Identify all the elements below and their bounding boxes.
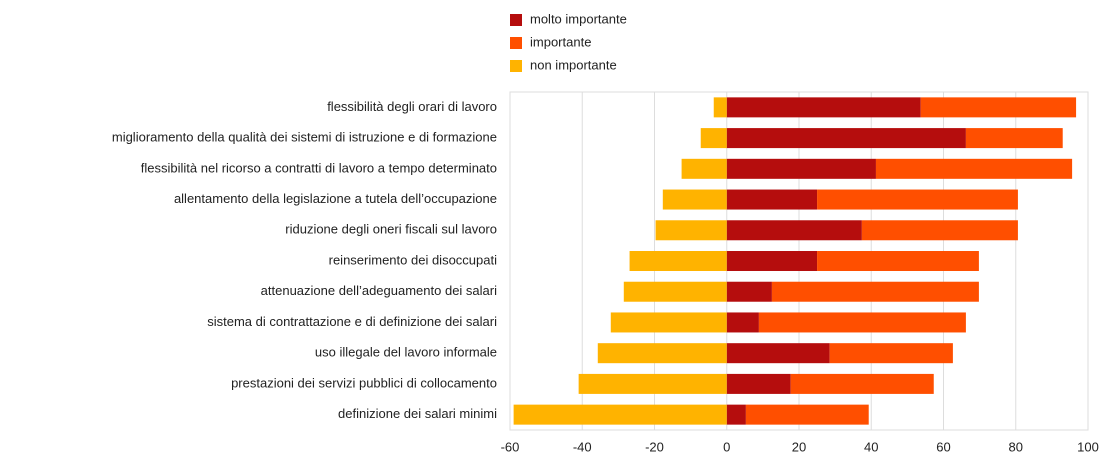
bar-segment: [623, 281, 727, 302]
x-tick-label: 0: [723, 439, 730, 454]
bar-segment: [662, 189, 727, 210]
y-tick-label: prestazioni dei servizi pubblici di coll…: [231, 375, 497, 390]
bar-segment: [861, 220, 1018, 241]
bar-segment: [513, 404, 727, 425]
bar-segment: [726, 404, 746, 425]
bar-segment: [758, 312, 966, 333]
y-tick-label: allentamento della legislazione a tutela…: [174, 191, 497, 206]
bar-segment: [817, 189, 1018, 210]
bar-segment: [726, 373, 791, 394]
bar-segment: [726, 97, 921, 118]
x-tick-label: -60: [501, 439, 520, 454]
legend-label: importante: [530, 34, 591, 49]
bar-segment: [681, 158, 727, 179]
legend-swatch: [510, 14, 522, 26]
y-tick-label: reinserimento dei disoccupati: [329, 252, 497, 267]
bar-segment: [597, 343, 727, 364]
bar-segment: [920, 97, 1077, 118]
y-tick-label: flessibilità nel ricorso a contratti di …: [141, 160, 497, 175]
bar-segment: [745, 404, 869, 425]
bar-segment: [726, 312, 759, 333]
bar-segment: [875, 158, 1073, 179]
y-tick-label: sistema di contrattazione e di definizio…: [207, 314, 497, 329]
bar-segment: [726, 220, 862, 241]
bar-segment: [629, 251, 727, 271]
bar-segment: [726, 189, 818, 210]
legend-swatch: [510, 60, 522, 72]
bar-segment: [726, 251, 818, 271]
bar-segment: [610, 312, 727, 333]
bar-segment: [726, 281, 772, 302]
bar-segment: [726, 343, 830, 364]
y-tick-label: definizione dei salari minimi: [338, 406, 497, 421]
x-tick-label: 20: [792, 439, 806, 454]
bar-segment: [829, 343, 953, 364]
y-tick-label: uso illegale del lavoro informale: [315, 345, 497, 360]
legend-label: non importante: [530, 57, 617, 72]
x-tick-label: 60: [936, 439, 950, 454]
legend-label: molto importante: [530, 11, 627, 26]
bar-segment: [578, 373, 727, 394]
y-tick-label: riduzione degli oneri fiscali sul lavoro: [285, 222, 497, 237]
bar-segment: [726, 128, 966, 149]
bar-segment: [817, 251, 979, 271]
bar-segment: [655, 220, 727, 241]
x-tick-label: -40: [573, 439, 592, 454]
bar-segment: [726, 158, 876, 179]
bar-segment: [771, 281, 979, 302]
legend-swatch: [510, 37, 522, 49]
x-tick-label: 80: [1009, 439, 1023, 454]
y-tick-label: flessibilità degli orari di lavoro: [327, 99, 497, 114]
bar-segment: [790, 373, 934, 394]
y-tick-label: attenuazione dell’adeguamento dei salari: [261, 283, 497, 298]
x-tick-label: 100: [1077, 439, 1099, 454]
y-tick-label: miglioramento della qualità dei sistemi …: [112, 130, 497, 145]
x-tick-label: 40: [864, 439, 878, 454]
bar-segment: [700, 128, 727, 149]
x-tick-label: -20: [645, 439, 664, 454]
bar-segment: [713, 97, 727, 118]
bar-segment: [965, 128, 1063, 149]
